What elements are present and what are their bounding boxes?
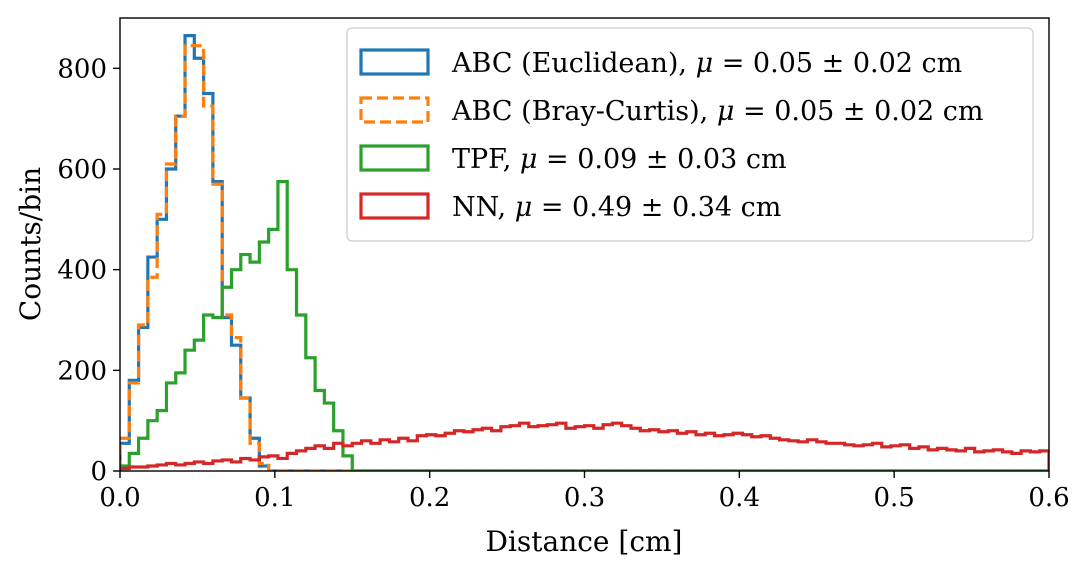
legend-entry-label: ABC (Bray-Curtis), μ = 0.05 ± 0.02 cm [451,96,984,127]
y-tick-label: 0 [90,457,107,487]
series-line-3 [120,421,1049,471]
y-tick-label: 400 [57,256,107,286]
legend-mu: μ [515,192,533,223]
y-axis-label: Counts/bin [14,167,47,321]
legend-rest: = 0.05 ± 0.02 cm [734,96,983,127]
legend-frame [346,27,1034,242]
x-tick-label: 0.1 [254,483,295,513]
x-tick-label: 0.4 [719,483,760,513]
legend-entry-label: ABC (Euclidean), μ = 0.05 ± 0.02 cm [451,48,962,79]
legend-prefix: TPF, [452,144,520,175]
legend-mu: μ [696,48,714,79]
legend-swatch [359,48,430,76]
legend-swatch [359,144,430,172]
legend-prefix: ABC (Euclidean), [451,48,696,79]
legend-rest: = 0.49 ± 0.34 cm [532,192,781,223]
legend-prefix: ABC (Bray-Curtis), [451,96,717,127]
x-tick-label: 0.2 [409,483,450,513]
x-tick-label: 0.3 [564,483,605,513]
y-tick-label: 200 [57,356,107,386]
x-axis: 0.0 0.1 0.2 0.3 0.4 0.5 0.6 [99,471,1070,513]
x-axis-label: Distance [cm] [486,525,683,558]
series-line-2 [120,179,1049,471]
x-tick-label: 0.0 [99,483,140,513]
legend-mu: μ [520,144,538,175]
x-tick-label: 0.5 [873,483,914,513]
legend-swatch [359,96,430,124]
y-tick-label: 600 [57,155,107,185]
legend-rest: = 0.09 ± 0.03 cm [537,144,786,175]
series-line-0 [120,34,1049,471]
legend-prefix: NN, [452,192,515,223]
series-layer [120,34,1049,471]
legend-mu: μ [717,96,735,127]
x-tick-label: 0.6 [1028,483,1069,513]
legend-swatch [359,192,430,220]
legend-entry-label: NN, μ = 0.49 ± 0.34 cm [452,192,781,223]
legend-entry-label: TPF, μ = 0.09 ± 0.03 cm [452,144,787,175]
legend-rest: = 0.05 ± 0.02 cm [713,48,962,79]
y-tick-label: 800 [57,54,107,84]
y-axis: 0 200 400 600 800 [57,54,120,487]
